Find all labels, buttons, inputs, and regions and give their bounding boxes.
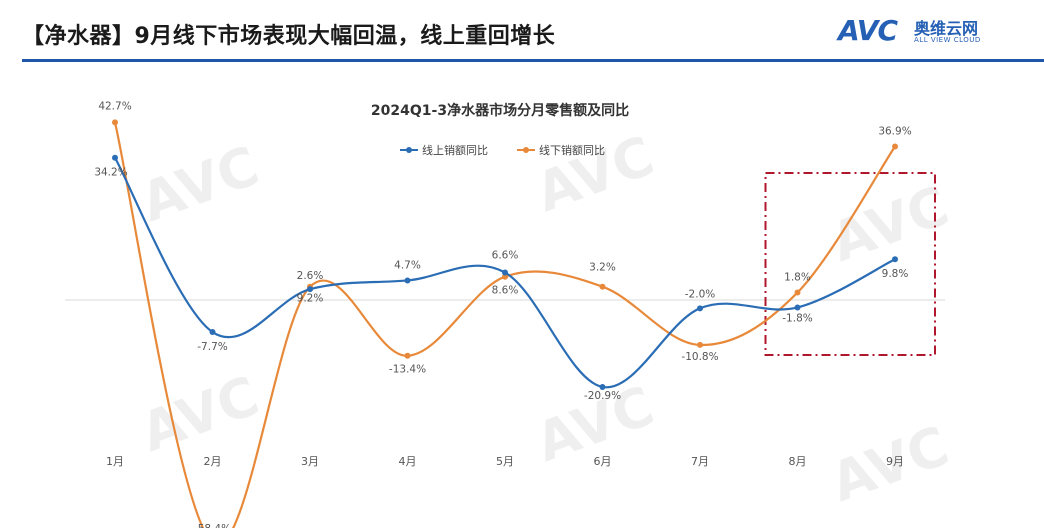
x-axis-ticks: 1月 2月 3月 4月 5月 6月 7月 8月 9月 [106,455,904,468]
data-point-online [112,154,118,161]
watermark: AVC [823,174,957,274]
legend: 线上销额同比 线下销额同比 [400,143,605,157]
data-point-online [307,286,313,293]
x-tick-label: 9月 [886,455,904,468]
watermark: AVC [133,134,267,234]
data-label-offline: 8.6% [492,285,519,297]
data-label-online: 6.6% [492,250,519,262]
data-point-online [502,269,508,276]
data-label-online: -2.0% [685,288,715,300]
data-point-offline [892,143,898,150]
data-label-offline: -58.4% [194,523,231,528]
series-layer [112,119,898,528]
data-point-online [697,305,703,312]
data-label-online: -7.7% [197,341,227,353]
x-tick-label: 6月 [594,455,612,468]
header: 【净水器】9月线下市场表现大幅回温，线上重回增长 AVC 奥维云网 ALL VI… [0,0,1044,62]
legend-label: 线上销额同比 [422,143,488,157]
data-point-online [892,256,898,263]
data-label-online: 4.7% [394,259,421,271]
data-point-offline [112,119,118,126]
x-tick-label: 7月 [691,455,709,468]
x-tick-label: 1月 [106,455,124,468]
watermark: AVC [528,124,662,224]
data-label-online: 2.6% [297,270,324,282]
data-point-online [209,329,216,336]
legend-marker [406,147,412,153]
x-tick-label: 2月 [204,455,222,468]
data-point-online [404,277,411,284]
data-point-offline [502,273,508,280]
data-point-offline [404,352,411,359]
data-label-offline: 3.2% [589,262,616,274]
data-point-online [794,304,801,311]
data-label-offline: 9.2% [297,293,324,305]
data-label-online: 34.2% [94,167,127,179]
data-label-offline: 1.8% [784,272,811,284]
watermark: AVC [133,364,267,464]
slide-title: 【净水器】9月线下市场表现大幅回温，线上重回增长 [22,24,556,49]
header-rule [22,59,1044,62]
data-point-offline [794,289,801,296]
legend-marker [523,147,529,153]
data-label-offline: 36.9% [878,125,911,137]
avc-logo: AVC 奥维云网 ALL VIEW CLOUD [838,14,998,48]
x-tick-label: 5月 [496,455,514,468]
data-label-offline: 42.7% [98,100,131,112]
highlight-box [764,172,936,356]
x-tick-label: 4月 [399,455,417,468]
data-point-offline [599,283,606,290]
data-labels: 42.7% -58.4% 9.2% -13.4% 8.6% 3.2% -10.8% 1.8% 3… [94,100,911,528]
data-label-online: -20.9% [584,390,621,402]
logo-mark: AVC [838,14,898,47]
data-label-offline: -13.4% [389,364,426,376]
chart-title: 2024Q1-3净水器市场分月零售额及同比 [371,102,629,119]
series-line-offline [113,122,896,528]
data-label-offline: -10.8% [681,351,718,363]
x-tick-label: 8月 [789,455,807,468]
data-label-online: 9.8% [882,268,909,280]
x-tick-label: 3月 [301,455,319,468]
data-point-offline [697,341,703,348]
data-label-online: -1.8% [782,312,812,324]
legend-label: 线下销额同比 [539,143,605,157]
data-point-online [599,383,606,390]
logo-chinese: 奥维云网 [914,19,979,38]
logo-english: ALL VIEW CLOUD [914,36,981,44]
